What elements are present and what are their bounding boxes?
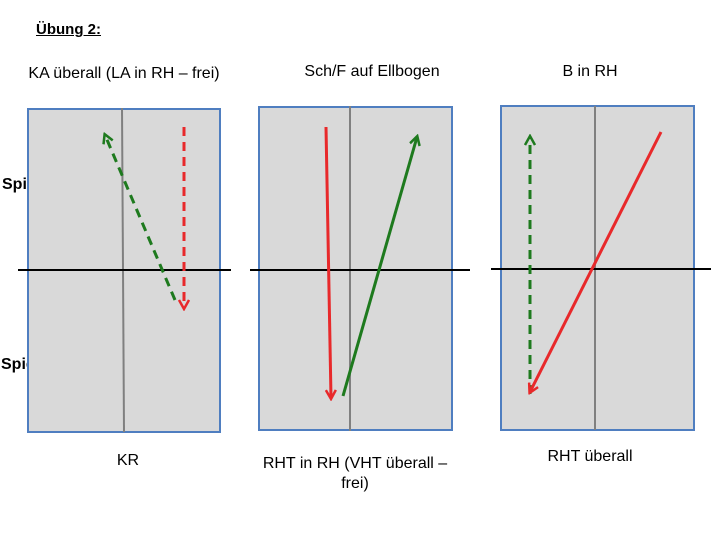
panel-3-bottom-caption: RHT überall <box>547 448 633 465</box>
panel-2-green-arrow <box>341 137 417 397</box>
panel-2-bottom-caption: RHT in RH (VHT überall – frei) <box>262 455 448 492</box>
table-surface <box>258 106 453 431</box>
panel-2-top-caption: Sch/F auf Ellbogen <box>304 63 440 80</box>
panel-3-top-caption: B in RH <box>562 63 618 80</box>
panel-1-bottom-caption: KR <box>116 452 140 469</box>
panel-3-red-arrow <box>530 131 663 392</box>
panel-2-red-arrow <box>324 126 331 398</box>
panel-3-table <box>491 105 711 431</box>
panel-2-table <box>250 106 470 431</box>
exercise-heading: Übung 2: <box>36 21 101 38</box>
panel-1-table <box>18 107 231 433</box>
panel-1-top-caption: KA überall (LA in RH – frei) <box>28 65 220 82</box>
